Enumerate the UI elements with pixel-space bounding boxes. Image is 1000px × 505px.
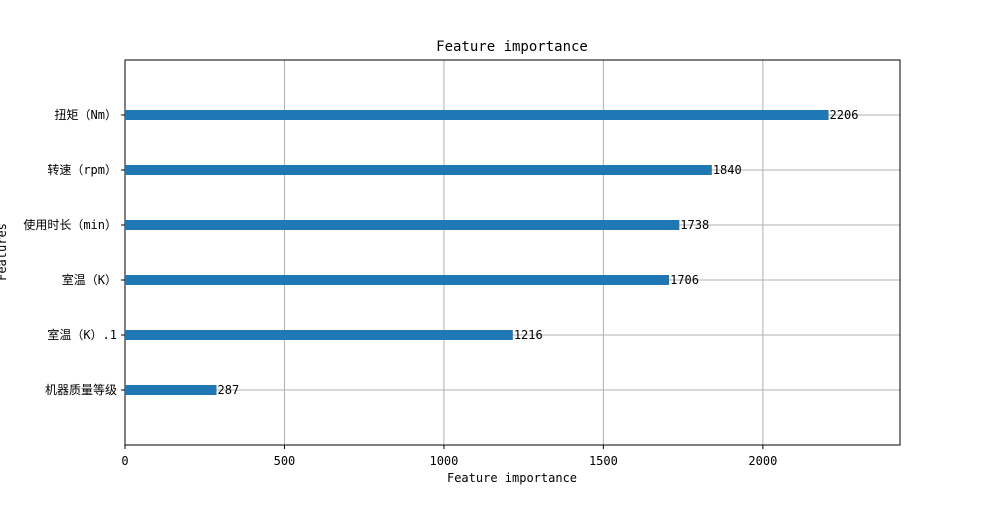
plot-area-frame <box>124 59 901 446</box>
y-tick-label: 室温（K）.1 <box>47 327 117 342</box>
bar <box>125 165 712 175</box>
x-tick-label: 0 <box>121 454 128 468</box>
bars: 2206 1840 1738 1706 1216 287 <box>125 108 858 397</box>
bar <box>125 220 680 230</box>
bar-data-label: 1738 <box>680 218 709 232</box>
y-axis-label: Features <box>0 223 9 281</box>
bar-data-label: 2206 <box>830 108 859 122</box>
y-tick-label: 室温（K） <box>62 272 117 287</box>
x-tick-label: 1000 <box>429 454 458 468</box>
bar-data-label: 1840 <box>713 163 742 177</box>
x-tick-label: 500 <box>274 454 296 468</box>
x-tick-labels: 0 500 1000 1500 2000 <box>121 445 777 468</box>
chart-title: Feature importance <box>436 39 588 55</box>
y-tick-labels: 扭矩（Nm） 转速（rpm） 使用时长（min） 室温（K） 室温（K）.1 机器质量等级 <box>23 108 125 397</box>
bar <box>125 110 829 120</box>
y-tick-label: 机器质量等级 <box>45 383 117 397</box>
y-tick-label: 转速（rpm） <box>47 162 117 177</box>
y-tick-label: 扭矩（Nm） <box>55 108 117 122</box>
y-tick-label: 使用时长（min） <box>23 217 117 232</box>
bar-data-label: 287 <box>218 383 240 397</box>
bar-data-label: 1216 <box>514 328 543 342</box>
x-tick-label: 1500 <box>589 454 618 468</box>
bar <box>125 385 217 395</box>
bar <box>125 275 670 285</box>
x-axis-label: Feature importance <box>447 471 577 485</box>
bar <box>125 330 513 340</box>
x-tick-label: 2000 <box>748 454 777 468</box>
bar-data-label: 1706 <box>670 273 699 287</box>
watermark-text: 知乎 @清风旸烨 <box>785 447 975 477</box>
